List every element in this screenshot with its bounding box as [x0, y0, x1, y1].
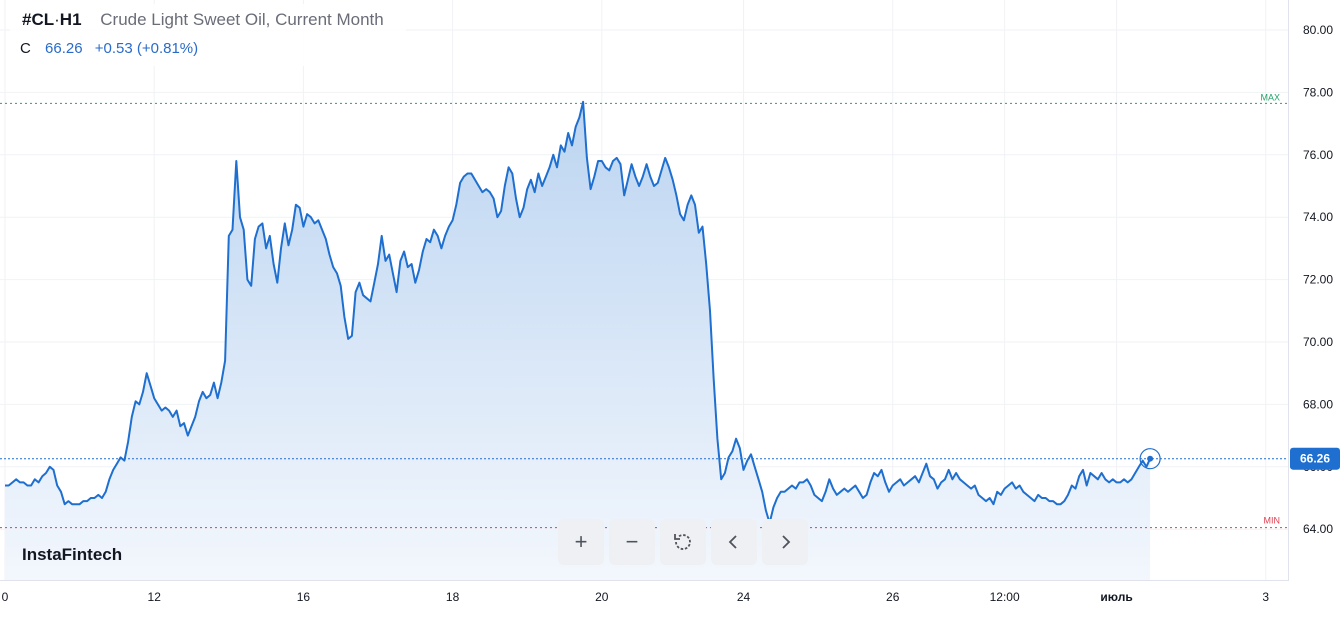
timeframe[interactable]: H1 [59, 10, 82, 29]
x-tick-label: 3 [1262, 590, 1269, 604]
x-tick-label: 18 [446, 590, 460, 604]
x-tick-label: 24 [737, 590, 751, 604]
x-tick-label: июль [1100, 590, 1132, 604]
scroll-left-button[interactable] [711, 519, 757, 565]
zoom-out-button[interactable]: − [609, 519, 655, 565]
chart-toolbar: + − [558, 519, 808, 565]
x-axis[interactable]: 0 12 16 18 20 24 26 12:00 июль 3 [2, 590, 1270, 604]
last-point-marker [1147, 455, 1154, 462]
price-line [5, 100, 1152, 524]
y-tick-label: 72.00 [1303, 273, 1333, 287]
x-tick-label: 0 [2, 590, 9, 604]
y-tick-label: 76.00 [1303, 148, 1333, 162]
price-scale-border [1288, 0, 1289, 580]
reset-button[interactable] [660, 519, 706, 565]
y-tick-label: 64.00 [1303, 522, 1333, 536]
close-value: 66.26 [45, 40, 83, 57]
last-price-tag: 66.26 [1290, 447, 1340, 470]
price-change: +0.53 (+0.81%) [94, 40, 199, 57]
x-tick-label: 26 [886, 590, 900, 604]
plus-icon: + [574, 529, 588, 554]
zoom-in-button[interactable]: + [558, 519, 604, 565]
legend-title: #CL·H1 Crude Light Sweet Oil, Current Mo… [22, 10, 384, 30]
instrument-name: Crude Light Sweet Oil, Current Month [100, 10, 384, 29]
price-area-fill [5, 101, 1151, 581]
y-tick-label: 80.00 [1303, 23, 1333, 37]
x-tick-label: 16 [297, 590, 311, 604]
y-tick-label: 70.00 [1303, 335, 1333, 349]
x-tick-label: 20 [595, 590, 609, 604]
chevron-left-icon [728, 535, 737, 549]
x-tick-label: 12:00 [990, 590, 1020, 604]
legend-panel: #CL·H1 Crude Light Sweet Oil, Current Mo… [10, 4, 406, 66]
last-point-ring [1139, 448, 1161, 470]
max-label: MAX [1260, 92, 1280, 102]
last-price-tag-label: 66.26 [1300, 452, 1330, 466]
y-tick-label: 74.00 [1303, 210, 1333, 224]
legend-quote: C 66.26 +0.53 (+0.81%) [20, 40, 198, 57]
min-label: MIN [1264, 516, 1281, 526]
time-scale-border [0, 580, 1289, 581]
symbol[interactable]: #CL [22, 10, 55, 29]
close-label: C [20, 40, 31, 57]
scroll-right-button[interactable] [762, 519, 808, 565]
y-tick-label: 68.00 [1303, 397, 1333, 411]
chevron-right-icon [782, 535, 791, 549]
x-tick-label: 12 [148, 590, 162, 604]
minus-icon: − [625, 529, 639, 554]
separator: · [54, 10, 60, 29]
brand-logo: InstaFintech [22, 545, 123, 564]
reset-icon [674, 534, 691, 550]
y-tick-label: 78.00 [1303, 85, 1333, 99]
